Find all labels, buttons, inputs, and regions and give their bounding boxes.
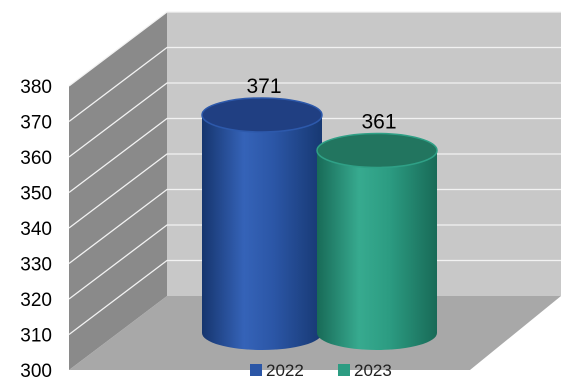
bar-2023 xyxy=(316,132,438,350)
gridlines xyxy=(68,11,561,336)
cylinder-body xyxy=(202,114,322,350)
legend-item: 2023 xyxy=(338,361,392,380)
data-labels: 371 361 xyxy=(246,75,396,134)
gridline xyxy=(68,11,561,87)
y-tick-label: 370 xyxy=(20,113,52,134)
y-axis-tick-labels: 300 310 320 330 340 350 360 370 380 xyxy=(20,77,52,382)
legend-label: 2022 xyxy=(266,361,304,378)
bar-2022 xyxy=(201,97,323,350)
legend-swatch xyxy=(250,364,262,376)
cylinder-body xyxy=(317,150,437,350)
y-tick-label: 350 xyxy=(20,184,52,205)
legend-label: 2023 xyxy=(354,361,392,378)
gridline xyxy=(68,117,561,194)
legend-item: 2022 xyxy=(250,361,304,380)
gridline xyxy=(68,46,561,123)
y-tick-label: 340 xyxy=(20,219,52,240)
cylinder-top xyxy=(201,97,323,133)
y-tick-label: 330 xyxy=(20,255,52,276)
legend: 2022 2023 xyxy=(250,361,392,380)
bars xyxy=(201,97,438,350)
cylinder-top xyxy=(316,132,438,169)
y-tick-label: 300 xyxy=(20,361,52,378)
y-tick-label: 380 xyxy=(20,77,52,98)
data-label: 361 xyxy=(361,110,396,133)
data-label: 371 xyxy=(246,75,281,98)
legend-swatch xyxy=(338,364,350,376)
y-tick-label: 310 xyxy=(20,326,52,347)
y-tick-label: 360 xyxy=(20,148,52,169)
gridline xyxy=(68,82,561,158)
y-tick-label: 320 xyxy=(20,290,52,311)
